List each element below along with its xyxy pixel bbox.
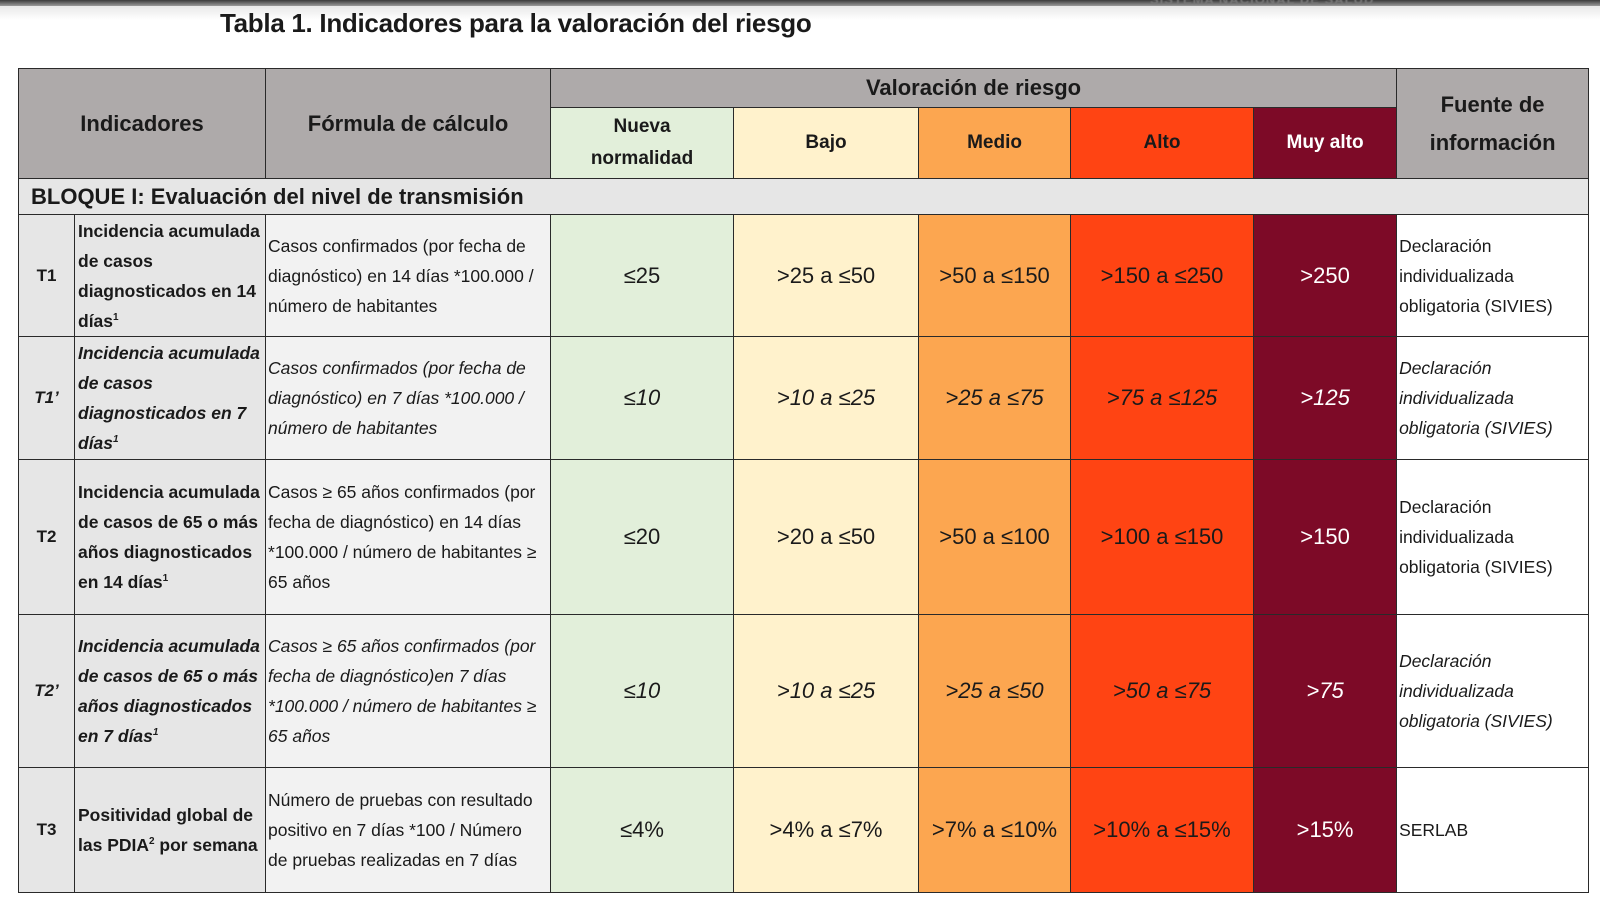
header-level-medio: Medio (918, 107, 1072, 179)
table-title: Tabla 1. Indicadores para la valoración … (220, 8, 812, 38)
value-bajo: >4% a ≤7% (733, 767, 920, 893)
organization-header: SISTEMA NACIONAL DE SALUD (1150, 0, 1374, 7)
header-level-muy-alto: Muy alto (1253, 107, 1398, 179)
value-medio: >50 a ≤100 (918, 459, 1072, 615)
value-nueva-normalidad: ≤25 (550, 214, 735, 337)
formula-cell: Casos confirmados (por fecha de diagnóst… (265, 336, 552, 460)
formula-cell: Número de pruebas con resultado positivo… (265, 767, 552, 893)
value-medio: >50 a ≤150 (918, 214, 1072, 337)
table-row: T2 Incidencia acumulada de casos de 65 o… (18, 459, 1590, 615)
indicator-code: T1’ (18, 336, 75, 460)
header-nueva-line1: Nueva (613, 116, 671, 137)
value-medio: >7% a ≤10% (918, 767, 1072, 893)
indicator-name: Incidencia acumulada de casos diagnostic… (73, 214, 267, 337)
source-cell: Declaración individualizada obligatoria … (1396, 336, 1590, 460)
footnote-ref: 1 (113, 311, 119, 323)
document-top-border (0, 0, 1600, 6)
table-row: T1’ Incidencia acumulada de casos diagno… (18, 336, 1590, 460)
header-nueva-line2: normalidad (590, 148, 694, 169)
footnote-ref: 2 (149, 836, 155, 848)
value-muy-alto: >150 (1253, 459, 1398, 615)
header-fuente: Fuente de información (1396, 68, 1590, 179)
table-row: T1 Incidencia acumulada de casos diagnos… (18, 214, 1590, 337)
value-alto: >150 a ≤250 (1070, 214, 1255, 337)
value-alto: >100 a ≤150 (1070, 459, 1255, 615)
source-cell: Declaración individualizada obligatoria … (1396, 614, 1590, 768)
value-bajo: >10 a ≤25 (733, 614, 920, 768)
header-fuente-line2: información (1429, 129, 1556, 155)
value-alto: >50 a ≤75 (1070, 614, 1255, 768)
indicator-name: Positividad global de las PDIA2 por sema… (73, 767, 267, 893)
value-bajo: >10 a ≤25 (733, 336, 920, 460)
value-muy-alto: >250 (1253, 214, 1398, 337)
value-alto: >10% a ≤15% (1070, 767, 1255, 893)
value-muy-alto: >75 (1253, 614, 1398, 768)
value-medio: >25 a ≤75 (918, 336, 1072, 460)
footnote-ref: 1 (162, 573, 169, 585)
indicator-name: Incidencia acumulada de casos de 65 o má… (73, 459, 267, 615)
value-bajo: >25 a ≤50 (733, 214, 920, 337)
indicator-code: T2’ (18, 614, 75, 768)
formula-cell: Casos ≥ 65 años confirmados (por fecha d… (265, 614, 552, 768)
header-level-alto: Alto (1070, 107, 1255, 179)
footnote-ref: 1 (113, 434, 119, 446)
value-muy-alto: >15% (1253, 767, 1398, 893)
value-nueva-normalidad: ≤20 (550, 459, 735, 615)
formula-cell: Casos ≥ 65 años confirmados (por fecha d… (265, 459, 552, 615)
indicator-code: T3 (18, 767, 75, 893)
value-muy-alto: >125 (1253, 336, 1398, 460)
indicator-code: T2 (18, 459, 75, 615)
value-nueva-normalidad: ≤4% (550, 767, 735, 893)
footnote-ref: 1 (152, 727, 159, 739)
value-alto: >75 a ≤125 (1070, 336, 1255, 460)
header-valoracion: Valoración de riesgo (550, 68, 1398, 108)
bloque-heading: BLOQUE I: Evaluación del nivel de transm… (17, 178, 1590, 215)
source-cell: Declaración individualizada obligatoria … (1396, 214, 1590, 337)
value-nueva-normalidad: ≤10 (550, 614, 735, 768)
indicator-name: Incidencia acumulada de casos diagnostic… (73, 336, 267, 460)
header-level-bajo: Bajo (733, 107, 920, 179)
value-bajo: >20 a ≤50 (733, 459, 920, 615)
header-fuente-line1: Fuente de (1440, 91, 1545, 117)
value-nueva-normalidad: ≤10 (550, 336, 735, 460)
document-top-shadow (0, 6, 1600, 20)
header-level-nueva-normalidad: Nueva normalidad (550, 107, 735, 179)
risk-indicators-table: Indicadores Fórmula de cálculo Valoració… (17, 68, 1590, 893)
indicator-name: Incidencia acumulada de casos de 65 o má… (73, 614, 267, 768)
value-medio: >25 a ≤50 (918, 614, 1072, 768)
table-row: T3 Positividad global de las PDIA2 por s… (18, 767, 1590, 893)
table-row: T2’ Incidencia acumulada de casos de 65 … (18, 614, 1590, 768)
header-indicadores: Indicadores (17, 68, 267, 179)
formula-cell: Casos confirmados (por fecha de diagnóst… (265, 214, 552, 337)
header-formula: Fórmula de cálculo (265, 68, 552, 179)
source-cell: SERLAB (1396, 767, 1590, 893)
source-cell: Declaración individualizada obligatoria … (1396, 459, 1590, 615)
indicator-code: T1 (18, 214, 75, 337)
